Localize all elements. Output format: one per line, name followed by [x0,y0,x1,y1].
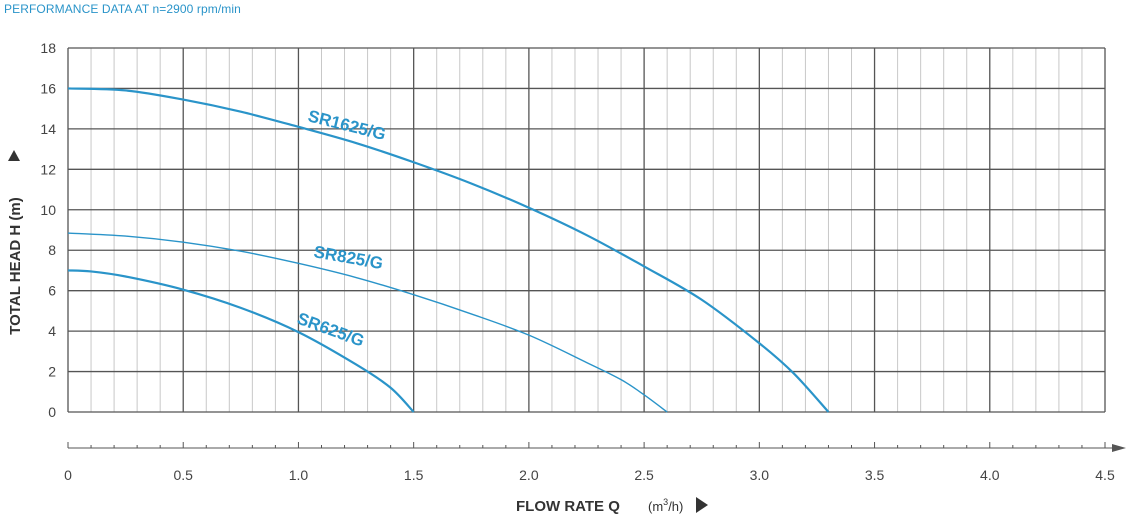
minor-gridlines [90,48,1083,412]
x-tick-label: 1.5 [404,467,424,483]
y-axis-title: TOTAL HEAD H (m) [7,197,24,335]
pump-curves [67,87,830,413]
chart-title: PERFORMANCE DATA AT n=2900 rpm/min [4,2,241,16]
y-tick-label: 18 [40,40,56,56]
y-tick-label: 10 [40,202,56,218]
x-tick-label: 0 [64,467,72,483]
x-tick-label: 2.0 [519,467,539,483]
y-tick-label: 2 [48,364,56,380]
x-tick-label: 4.0 [980,467,1000,483]
x-tick-label: 0.5 [173,467,193,483]
x-axis-end-arrow-icon [1112,444,1126,452]
x-tick-label: 2.5 [634,467,654,483]
y-tick-label: 14 [40,121,56,137]
y-tick-label: 4 [48,323,56,339]
x-tick-label: 1.0 [289,467,309,483]
x-axis-unit: (m3/h) [648,497,683,514]
y-tick-label: 16 [40,80,56,96]
x-axis [67,442,1126,452]
series-label: SR625/G [295,309,367,351]
x-tick-label: 3.0 [750,467,770,483]
y-axis-arrow-icon [8,150,20,161]
x-tick-labels: 0 0.5 1.0 1.5 2.0 2.5 3.0 3.5 4.0 4.5 [64,467,1115,483]
x-tick-label: 3.5 [865,467,885,483]
y-tick-labels: 0 2 4 6 8 10 12 14 16 18 [40,40,56,420]
major-gridlines [67,47,1106,413]
curve-sr1625-g [67,87,830,413]
series-label: SR1625/G [306,106,388,144]
y-tick-label: 8 [48,242,56,258]
x-tick-label: 4.5 [1095,467,1115,483]
y-tick-label: 12 [40,161,56,177]
x-axis-unit-sup: 3 [663,497,668,507]
y-tick-label: 0 [48,404,56,420]
x-axis-unit-tail: /h) [668,499,683,514]
curve-sr625-g [67,269,415,413]
curve-sr825-g [67,232,668,413]
x-axis-unit-base: (m [648,499,663,514]
y-tick-label: 6 [48,283,56,299]
x-axis-arrow-icon [696,497,708,513]
x-axis-title: FLOW RATE Q [516,498,620,515]
